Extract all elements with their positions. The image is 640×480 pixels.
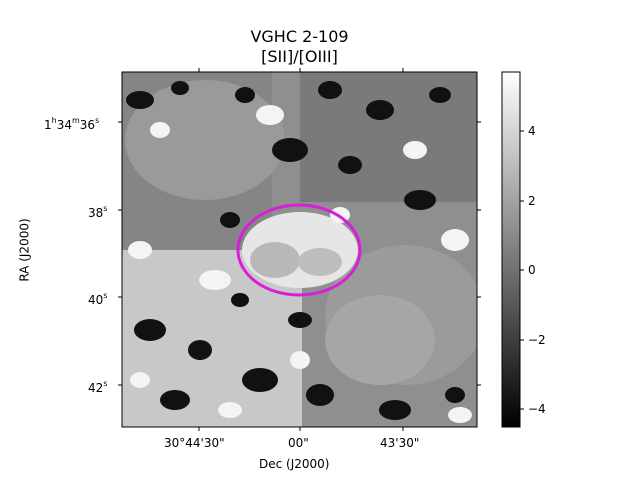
x-tick-label: 30°44'30" xyxy=(164,436,225,450)
y-tick-label: 38s xyxy=(88,204,108,220)
y-axis-label: RA (J2000) xyxy=(17,218,32,282)
y-tick-label: 1h34m36s xyxy=(44,116,100,132)
figure-title: VGHC 2-109 xyxy=(250,27,349,46)
colorbar-tick-label: 4 xyxy=(528,124,536,138)
region-ellipse xyxy=(236,203,362,297)
colorbar-tick-label: −2 xyxy=(528,333,546,347)
colorbar-tick-label: −4 xyxy=(528,402,546,416)
x-axis-ticks xyxy=(198,68,404,431)
y-tick-label: 42s xyxy=(88,379,108,395)
x-tick-label: 43'30" xyxy=(380,436,420,450)
x-tick-label: 00" xyxy=(288,436,309,450)
colorbar xyxy=(501,71,524,428)
y-axis-ticks xyxy=(118,121,481,386)
colorbar-tick-label: 2 xyxy=(528,194,536,208)
figure-subtitle: [SII]/[OIII] xyxy=(261,47,338,66)
y-tick-label: 40s xyxy=(88,291,108,307)
sii-oiii-ratio-map xyxy=(122,72,477,427)
colorbar-tick-label: 0 xyxy=(528,263,536,277)
x-axis-label: Dec (J2000) xyxy=(259,457,330,471)
